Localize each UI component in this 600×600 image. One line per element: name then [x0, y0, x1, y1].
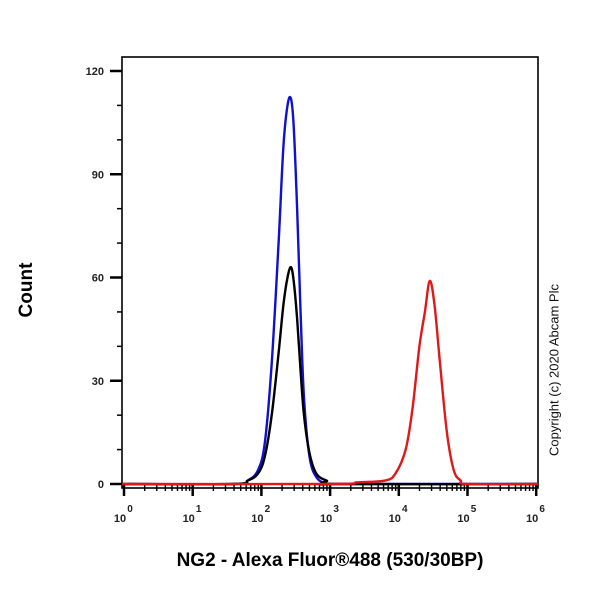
x-tick-label: 10	[251, 513, 263, 525]
histogram-line-e01818	[121, 279, 539, 486]
x-tick-label: 10	[457, 513, 469, 525]
x-axis-label: NG2 - Alexa Fluor®488 (530/30BP)	[176, 550, 484, 571]
x-tick-exponent: 2	[265, 504, 271, 515]
x-tick-exponent: 1	[196, 504, 202, 515]
x-tick-exponent: 4	[402, 504, 408, 515]
x-tick-label: 10	[183, 513, 195, 525]
x-tick-label: 10	[526, 513, 538, 525]
y-tick-label: 60	[92, 273, 104, 285]
x-tick-exponent: 3	[333, 504, 339, 515]
x-tick-exponent: 5	[471, 504, 477, 515]
x-tick-exponent: 6	[539, 504, 545, 515]
y-tick-label: 0	[98, 479, 104, 491]
histogram-line-000000	[121, 265, 539, 486]
histogram-line-1010d0	[121, 95, 538, 486]
x-tick-exponent: 0	[127, 504, 133, 515]
x-tick-label: 10	[389, 513, 401, 525]
x-tick-label: 10	[320, 513, 332, 525]
y-tick-label: 120	[86, 66, 104, 78]
plot-frame	[121, 56, 539, 489]
y-axis-label: Count	[16, 262, 37, 318]
y-tick-label: 90	[92, 169, 104, 181]
y-tick-label: 30	[92, 376, 104, 388]
series-group	[121, 95, 539, 486]
x-tick-label: 10	[114, 513, 126, 525]
